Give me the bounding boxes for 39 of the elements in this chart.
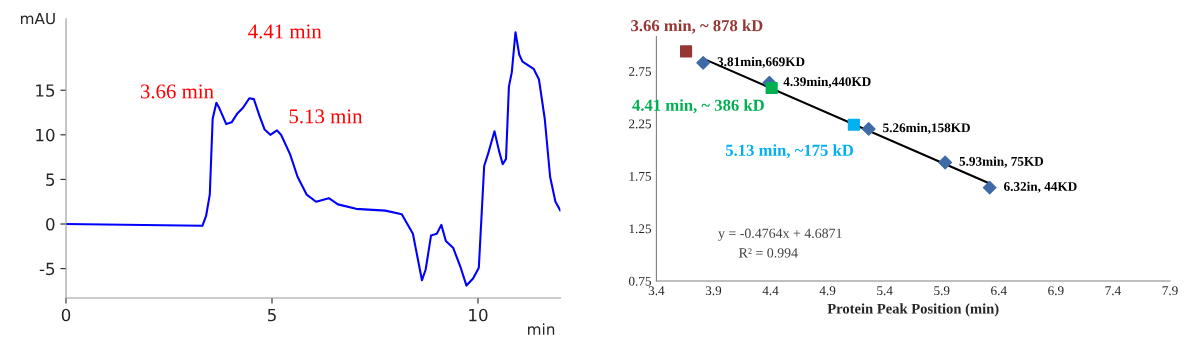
annotation: 4.41 min: [248, 24, 322, 39]
data-label: 5.93min, 75KD: [959, 156, 1044, 168]
y-tick-label: 1.75: [629, 171, 652, 181]
y-tick-label: 15: [36, 84, 55, 97]
x-tick-label: 4.9: [819, 286, 836, 296]
x-axis-title: min: [528, 323, 555, 335]
y-tick-label: -5: [39, 262, 55, 276]
x-tick-label: 3.9: [705, 286, 722, 296]
x-tick-label: 6.9: [1048, 286, 1064, 296]
x-tick-label: 4.4: [762, 286, 779, 296]
data-label: 5.13 min, ~175 kD: [725, 144, 854, 159]
data-label: 4.41 min, ~ 386 kD: [632, 99, 764, 114]
x-tick-label: 3.4: [648, 286, 665, 296]
y-tick-label: 2.25: [629, 119, 652, 129]
x-tick-label: 6.4: [991, 286, 1007, 296]
x-tick-label: 5: [267, 308, 276, 322]
x-axis-title: Protein Peak Position (min): [827, 303, 999, 317]
y-tick-label: 0.75: [628, 276, 652, 286]
data-label: 6.32in, 44KD: [1004, 181, 1077, 193]
annotation: y = -0.4764x + 4.6871: [718, 228, 842, 241]
x-tick-label: 0: [61, 308, 71, 322]
data-label: 3.66 min, ~ 878 kD: [631, 19, 763, 34]
annotation: 3.66 min: [140, 84, 214, 99]
annotation: 5.13 min: [289, 109, 363, 124]
y-tick-label: 2.75: [629, 67, 652, 77]
y-tick-label: 1.25: [629, 224, 652, 234]
y-axis-title: mAU: [20, 12, 55, 25]
data-label: 4.39min,440KD: [783, 76, 871, 88]
x-tick-label: 10: [469, 308, 488, 322]
y-tick-label: 10: [36, 128, 55, 142]
annotation: R² = 0.994: [738, 248, 798, 258]
x-tick-label: 7.4: [1105, 286, 1121, 296]
x-tick-label: 5.4: [877, 286, 893, 296]
y-tick-label: 5: [46, 173, 55, 186]
x-tick-label: 7.9: [1162, 286, 1178, 296]
y-tick-label: 0: [46, 217, 55, 231]
data-label: 5.26min,158KD: [883, 122, 970, 135]
data-label: 3.81min,669KD: [717, 56, 805, 69]
x-tick-label: 5.9: [934, 286, 950, 296]
